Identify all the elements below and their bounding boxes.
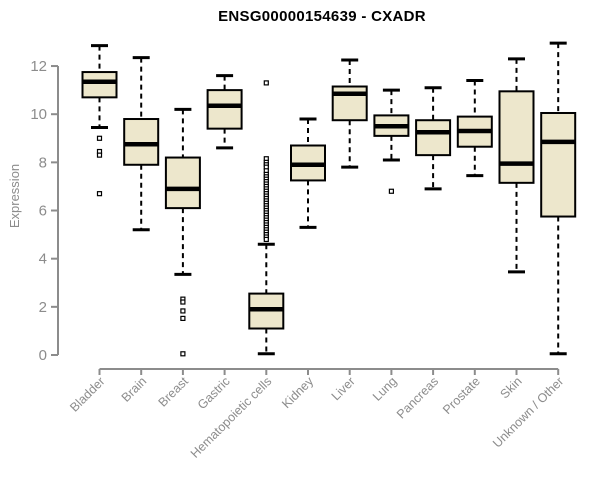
box-prostate <box>456 78 493 178</box>
outlier-point <box>263 236 269 243</box>
outlier-point <box>180 299 186 305</box>
chart-title: ENSG00000154639 - CXADR <box>218 8 426 25</box>
outlier-point <box>180 351 186 357</box>
iqr-box <box>164 156 201 210</box>
box-gastric <box>206 74 243 150</box>
iqr-box <box>498 90 535 184</box>
outlier-point <box>388 188 394 194</box>
iqr-box <box>415 119 452 157</box>
y-axis: 0 2 4 6 8 10 12 <box>30 58 59 364</box>
box-liver <box>331 58 368 169</box>
outlier-point <box>180 308 186 314</box>
x-tick-label-lung: Lung <box>370 374 400 404</box>
outlier-point <box>180 315 186 321</box>
x-tick-label-liver: Liver <box>329 374 358 403</box>
outlier-point <box>96 152 103 158</box>
y-tick-label: 4 <box>39 251 47 268</box>
box-pancreas <box>415 86 452 191</box>
x-tick-label-pancreas: Pancreas <box>394 374 441 421</box>
x-tick-label-prostate: Prostate <box>440 374 483 417</box>
box-brain <box>123 56 160 232</box>
x-tick-label-bladder: Bladder <box>67 374 107 414</box>
outlier-point <box>96 191 103 197</box>
iqr-box <box>81 71 118 99</box>
outlier-point <box>96 135 103 141</box>
x-tick-label-unknown-other: Unknown / Other <box>490 374 566 450</box>
y-tick-label: 10 <box>30 106 47 123</box>
outlier-point <box>263 80 269 86</box>
box-lung <box>373 88 410 194</box>
y-tick-label: 0 <box>39 347 47 364</box>
box-hematopoietic-cells <box>248 80 285 356</box>
box-unknown-other <box>540 41 577 356</box>
y-tick-label: 8 <box>39 154 47 171</box>
box-skin <box>498 57 535 274</box>
y-tick-label: 2 <box>39 299 47 316</box>
x-tick-label-skin: Skin <box>498 374 525 401</box>
box-breast <box>164 107 201 357</box>
x-tick-label-brain: Brain <box>119 374 150 405</box>
x-tick-label-hematopoietic-cells: Hematopoietic cells <box>188 374 275 461</box>
iqr-box <box>540 111 577 218</box>
x-tick-label-kidney: Kidney <box>279 374 316 411</box>
y-tick-label: 6 <box>39 203 47 220</box>
x-tick-label-breast: Breast <box>156 374 192 410</box>
iqr-box <box>206 89 243 130</box>
box-kidney <box>290 117 326 229</box>
box-bladder <box>81 44 118 197</box>
iqr-box <box>123 118 160 166</box>
x-tick-label-gastric: Gastric <box>195 374 233 412</box>
y-tick-label: 12 <box>30 58 47 75</box>
